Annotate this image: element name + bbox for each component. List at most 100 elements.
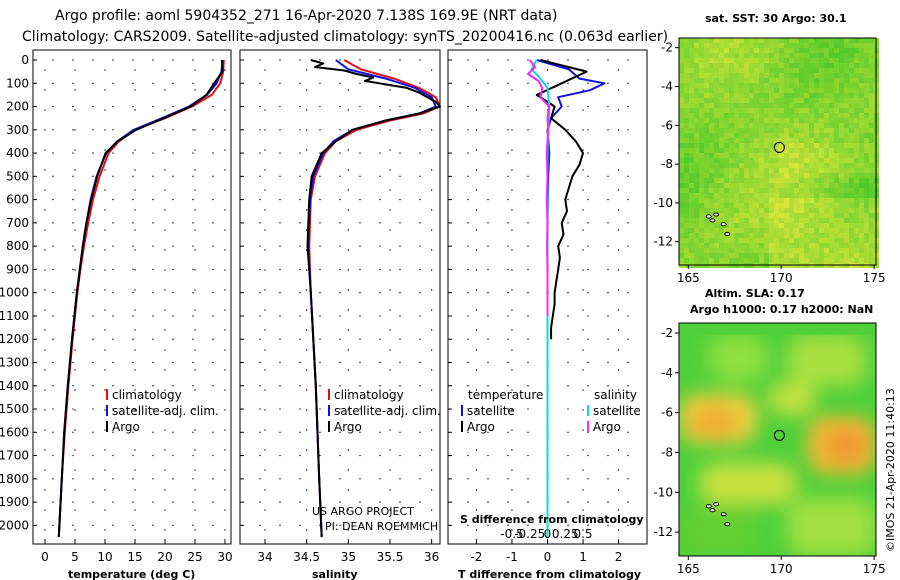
grid-dot xyxy=(419,268,421,271)
sst-cell xyxy=(834,53,839,58)
grid-dot xyxy=(582,369,584,371)
grid-dot xyxy=(379,454,381,457)
sst-cell xyxy=(824,43,829,48)
grid-dot xyxy=(582,489,584,491)
sst-cell xyxy=(859,183,864,188)
grid-dot xyxy=(582,149,584,151)
sst-cell xyxy=(804,253,809,258)
grid-dot xyxy=(475,509,478,511)
sst-cell xyxy=(714,248,719,253)
grid-dot xyxy=(299,385,301,387)
sst-cell xyxy=(809,163,814,168)
sst-cell xyxy=(679,238,684,243)
grid-dot xyxy=(279,478,281,480)
sst-cell xyxy=(849,78,854,83)
grid-dot xyxy=(132,338,134,340)
plot-frame xyxy=(32,49,232,545)
sst-cell xyxy=(769,133,774,138)
sst-cell xyxy=(684,168,689,173)
sst-cell xyxy=(834,208,839,213)
sst-cell xyxy=(834,223,839,228)
sst-cell xyxy=(809,248,814,253)
sst-cell xyxy=(859,213,864,218)
sst-cell xyxy=(759,188,764,193)
sst-cell xyxy=(729,208,734,213)
sst-cell xyxy=(869,183,874,188)
sst-cell xyxy=(814,138,819,143)
legend-label-climatology: climatology xyxy=(334,388,404,402)
sst-cell xyxy=(779,178,784,183)
sst-cell xyxy=(804,258,809,263)
sst-cell xyxy=(819,203,824,208)
sst-cell xyxy=(724,78,729,83)
sst-cell xyxy=(709,43,714,48)
grid-dot xyxy=(224,149,226,151)
grid-dot xyxy=(299,501,301,503)
sst-cell xyxy=(719,213,724,218)
sst-cell xyxy=(819,133,824,138)
sst-cell xyxy=(784,53,789,58)
sst-cell xyxy=(834,63,839,68)
grid-dot xyxy=(224,529,226,531)
sst-cell xyxy=(864,38,869,43)
sst-cell xyxy=(744,58,749,63)
sst-cell xyxy=(824,223,829,228)
island-outline xyxy=(724,522,731,527)
grid-dot xyxy=(172,152,174,154)
grid-dot xyxy=(527,454,529,457)
grid-dot xyxy=(264,349,266,351)
sst-cell xyxy=(729,108,734,113)
sst-cell xyxy=(749,238,754,243)
sst-cell xyxy=(794,93,799,98)
sst-cell xyxy=(729,173,734,178)
sst-cell xyxy=(729,228,734,233)
sst-cell xyxy=(729,203,734,208)
sst-cell xyxy=(789,158,794,163)
sst-cell xyxy=(864,83,869,88)
sst-cell xyxy=(694,58,699,63)
sst-cell xyxy=(799,193,804,198)
grid-dot xyxy=(259,338,261,340)
sst-cell xyxy=(859,198,864,203)
grid-dot xyxy=(164,329,166,331)
grid-dot xyxy=(617,309,620,311)
grid-dot xyxy=(319,291,321,294)
grid-dot xyxy=(617,409,620,411)
grid-dot xyxy=(305,89,308,91)
sst-cell xyxy=(689,103,694,108)
grid-dot xyxy=(467,129,469,131)
sst-cell xyxy=(814,78,819,83)
sst-cell xyxy=(719,133,724,138)
sst-cell xyxy=(724,158,729,163)
sst-cell xyxy=(789,198,794,203)
sst-cell xyxy=(719,158,724,163)
sst-cell xyxy=(854,178,859,183)
grid-dot xyxy=(617,269,620,271)
grid-dot xyxy=(132,408,134,410)
sst-cell xyxy=(724,63,729,68)
grid-dot xyxy=(74,349,76,351)
grid-dot xyxy=(264,389,266,391)
sst-cell xyxy=(744,253,749,258)
grid-dot xyxy=(212,338,214,340)
grid-dot xyxy=(305,369,308,371)
sst-cell xyxy=(699,183,704,188)
grid-dot xyxy=(319,431,321,433)
sst-cell xyxy=(694,258,699,263)
grid-dot xyxy=(467,478,469,480)
sst-cell xyxy=(794,38,799,43)
sst-cell xyxy=(729,158,734,163)
grid-dot xyxy=(305,169,308,171)
sst-cell xyxy=(744,108,749,113)
grid-dot xyxy=(527,315,529,317)
sst-cell xyxy=(689,63,694,68)
sst-cell xyxy=(744,238,749,243)
sst-cell xyxy=(704,63,709,68)
grid-dot xyxy=(507,129,509,131)
grid-dot xyxy=(347,369,350,371)
sst-cell xyxy=(839,88,844,93)
sst-cell xyxy=(749,53,754,58)
grid-dot xyxy=(305,349,308,351)
sst-cell xyxy=(744,243,749,248)
grid-dot xyxy=(299,245,301,247)
